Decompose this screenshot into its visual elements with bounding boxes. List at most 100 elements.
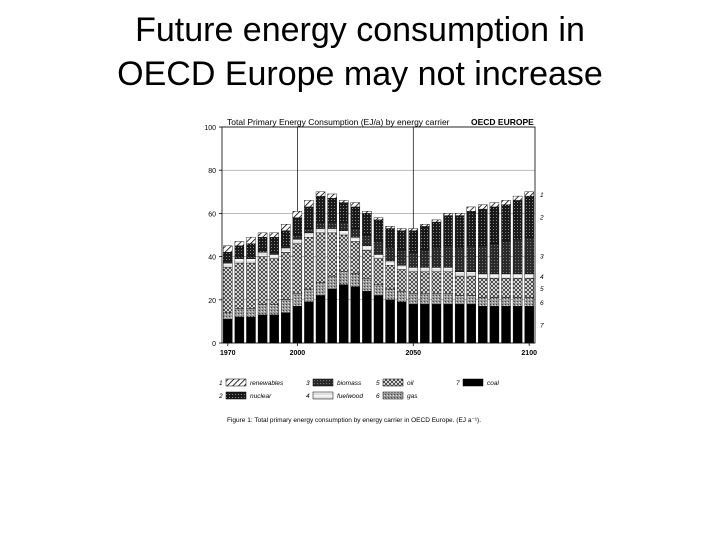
bar-segment-nuclear	[281, 230, 291, 246]
bar-segment-gas	[257, 303, 268, 316]
bar-segment-nuclear	[234, 245, 245, 257]
bar-segment-renewables	[524, 191, 534, 197]
legend-swatch-gas	[382, 391, 404, 400]
bar-segment-fuelwood	[408, 267, 418, 272]
bar-segment-fuelwood	[431, 267, 442, 272]
bar-segment-renewables	[385, 226, 395, 229]
legend-key: 2	[218, 393, 223, 400]
bar-segment-coal	[223, 319, 233, 344]
bar-segment-coal	[304, 301, 314, 344]
bar-segment-oil	[246, 262, 256, 309]
chart-title: Total Primary Energy Consumption (EJ/a) …	[227, 117, 450, 127]
bar-segment-coal	[257, 314, 268, 344]
bar-segment-fuelwood	[373, 254, 384, 259]
bar-segment-nuclear	[385, 228, 395, 249]
bar-segment-nuclear	[443, 215, 453, 246]
bar-segment-oil	[304, 236, 314, 290]
bar-segment-biomass	[350, 228, 361, 238]
bar-segment-gas	[408, 293, 418, 305]
bar-segment-nuclear	[304, 206, 314, 229]
legend-label-renewables: renewables	[250, 380, 284, 387]
figure-caption: Figure 1: Total primary energy consumpti…	[227, 417, 481, 424]
bar-segment-coal	[489, 306, 500, 344]
bar-segment-oil	[431, 271, 442, 294]
bar-segment-renewables	[246, 236, 256, 244]
slide-title: Future energy consumption in OECD Europe…	[0, 8, 720, 96]
bar-segment-gas	[512, 297, 523, 307]
bar-segment-nuclear	[350, 206, 361, 229]
bar-segment-coal	[524, 306, 534, 344]
bar-segment-gas	[489, 297, 500, 307]
scanned-figure: Total Primary Energy Consumption (EJ/a) …	[190, 100, 550, 440]
axes-layer: 0 20 40 60 80 100 1970 2000 2050 2100	[204, 125, 537, 357]
y-tick-label: 40	[208, 255, 216, 262]
bar-segment-coal	[454, 303, 465, 344]
bar-segment-biomass	[339, 221, 349, 231]
bar-segment-gas	[443, 293, 453, 305]
legend-key: 5	[376, 380, 380, 387]
bar-segment-biomass	[431, 247, 442, 268]
bar-segment-oil	[292, 243, 303, 294]
right-labels-layer: 1 2 3 4 5 6 7	[539, 192, 544, 330]
bar-segment-biomass	[315, 221, 326, 229]
bar-segment-gas	[454, 295, 465, 305]
bar-segment-biomass	[257, 249, 268, 253]
legend-key: 4	[306, 393, 310, 400]
bar-segment-renewables	[281, 223, 291, 231]
bar-segment-oil	[478, 277, 488, 298]
bar-segment-biomass	[304, 228, 314, 234]
bar-segment-renewables	[512, 195, 523, 201]
bar-segment-fuelwood	[489, 273, 500, 279]
bar-segment-gas	[466, 295, 476, 305]
bar-segment-oil	[524, 277, 534, 298]
bar-segment-coal	[362, 290, 372, 344]
bar-segment-fuelwood	[327, 228, 337, 234]
bar-segment-renewables	[466, 206, 476, 212]
bar-segment-coal	[420, 303, 430, 344]
y-tick-label: 20	[208, 298, 216, 305]
bar-segment-oil	[257, 256, 268, 305]
x-tick-label: 2000	[290, 350, 306, 357]
bar-segment-renewables	[420, 223, 430, 227]
region-label: OECD EUROPE	[471, 117, 534, 127]
bar-segment-nuclear	[223, 252, 233, 262]
legend-swatch-biomass	[312, 378, 334, 387]
bar-segment-fuelwood	[269, 254, 279, 259]
legend-key: 7	[456, 380, 460, 387]
bar-segment-renewables	[454, 213, 465, 216]
bar-segment-gas	[315, 282, 326, 296]
bar-segment-coal	[292, 306, 303, 344]
legend-swatch-fuelwood	[312, 391, 334, 400]
bar-segment-nuclear	[489, 206, 500, 244]
y-tick-label: 100	[204, 125, 216, 132]
bar-segment-oil	[339, 234, 349, 272]
bar-segment-coal	[373, 295, 384, 344]
right-series-key: 1	[540, 192, 544, 199]
bar-segment-coal	[234, 316, 245, 344]
bar-segment-fuelwood	[304, 232, 314, 238]
bar-segment-coal	[246, 316, 256, 344]
bar-segment-nuclear	[269, 236, 279, 253]
legend-label-oil: oil	[407, 380, 414, 387]
x-tick-label: 2100	[521, 350, 537, 357]
bar-segment-biomass	[524, 236, 534, 275]
bar-segment-nuclear	[362, 213, 372, 236]
bar-segment-biomass	[246, 256, 256, 259]
bar-segment-renewables	[489, 202, 500, 208]
legend: 1 renewables 3 biomass 5 oil 7 coal 2 nuclear 4 fue…	[218, 378, 499, 400]
bar-segment-renewables	[234, 241, 245, 246]
bar-segment-gas	[304, 288, 314, 303]
bar-segment-coal	[396, 301, 407, 344]
bar-segment-nuclear	[327, 198, 337, 223]
bar-segment-fuelwood	[420, 267, 430, 272]
legend-swatch-renewables	[225, 378, 247, 387]
bar-segment-fuelwood	[454, 271, 465, 277]
bar-segment-oil	[443, 271, 453, 294]
bar-segment-renewables	[327, 193, 337, 199]
bar-segment-biomass	[489, 243, 500, 275]
bar-segment-renewables	[292, 211, 303, 218]
bar-segment-gas	[246, 308, 256, 318]
bar-segment-coal	[501, 306, 511, 344]
bar-segment-gas	[350, 273, 361, 288]
right-series-key: 6	[540, 300, 544, 307]
